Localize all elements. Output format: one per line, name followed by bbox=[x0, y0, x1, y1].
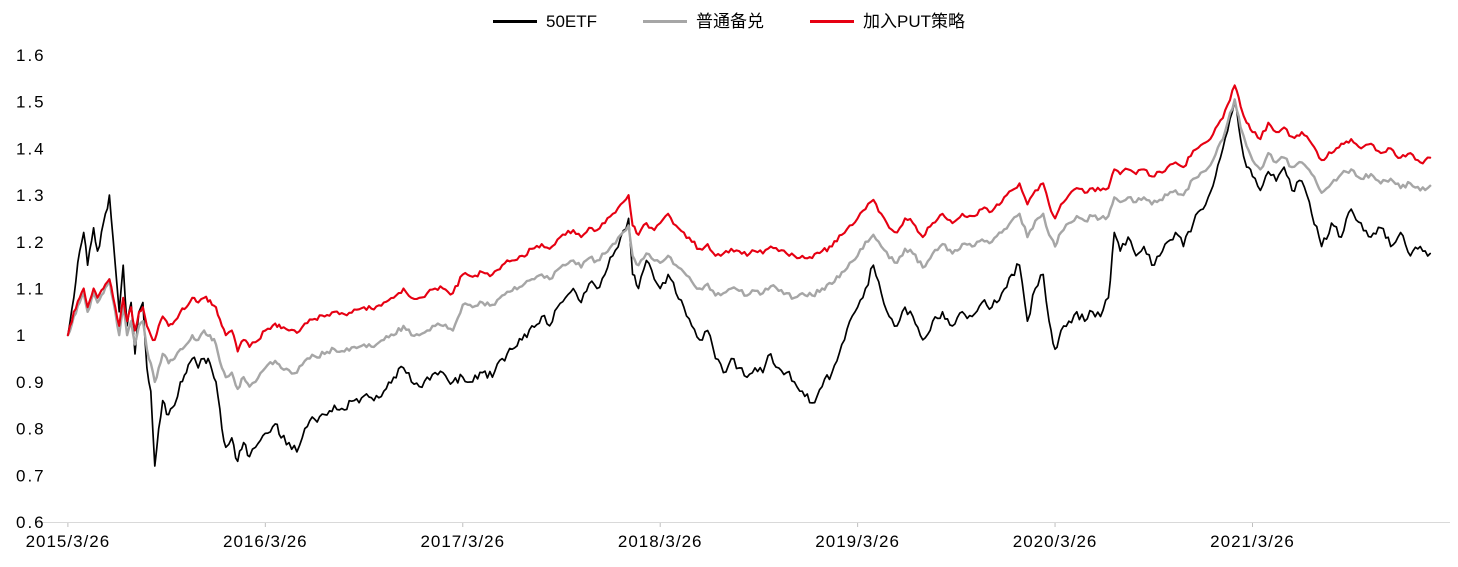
legend-label-50etf: 50ETF bbox=[545, 12, 598, 31]
chart-legend: 50ETF 普通备兑 加入PUT策略 bbox=[0, 13, 1458, 30]
y-axis-label: 1.1 bbox=[16, 280, 46, 299]
x-axis-label: 2015/3/26 bbox=[26, 532, 111, 551]
series-line-put-strategy bbox=[66, 84, 1432, 353]
x-axis-label: 2018/3/26 bbox=[618, 532, 703, 551]
x-axis-label: 2017/3/26 bbox=[420, 532, 505, 551]
legend-item-put-strategy: 加入PUT策略 bbox=[810, 13, 965, 30]
y-axis-label: 1 bbox=[16, 326, 27, 345]
x-axis-label: 2016/3/26 bbox=[223, 532, 308, 551]
legend-line-sample-black bbox=[492, 20, 537, 23]
legend-item-covered-call: 普通备兑 bbox=[643, 13, 764, 30]
y-axis-label: 1.5 bbox=[16, 93, 46, 112]
legend-label-covered-call: 普通备兑 bbox=[696, 12, 765, 31]
y-axis-label: 1.2 bbox=[16, 233, 46, 252]
legend-line-sample-gray bbox=[643, 20, 688, 23]
x-axis-label: 2020/3/26 bbox=[1013, 532, 1098, 551]
y-axis-label: 0.6 bbox=[16, 513, 46, 532]
x-axis-label: 2021/3/26 bbox=[1210, 532, 1295, 551]
y-axis-label: 1.6 bbox=[16, 46, 46, 65]
series-line-50etf bbox=[67, 100, 1432, 467]
y-axis-label: 0.9 bbox=[16, 373, 46, 392]
series-line-covered-call bbox=[66, 98, 1432, 391]
legend-label-put-strategy: 加入PUT策略 bbox=[863, 12, 966, 31]
legend-item-50etf: 50ETF bbox=[492, 12, 598, 31]
y-axis-label: 1.3 bbox=[16, 186, 46, 205]
y-axis-label: 0.7 bbox=[16, 466, 46, 485]
y-axis-label: 1.4 bbox=[16, 139, 46, 158]
y-axis-label: 0.8 bbox=[16, 420, 46, 439]
legend-line-sample-red bbox=[810, 20, 855, 23]
x-axis-label: 2019/3/26 bbox=[815, 532, 900, 551]
